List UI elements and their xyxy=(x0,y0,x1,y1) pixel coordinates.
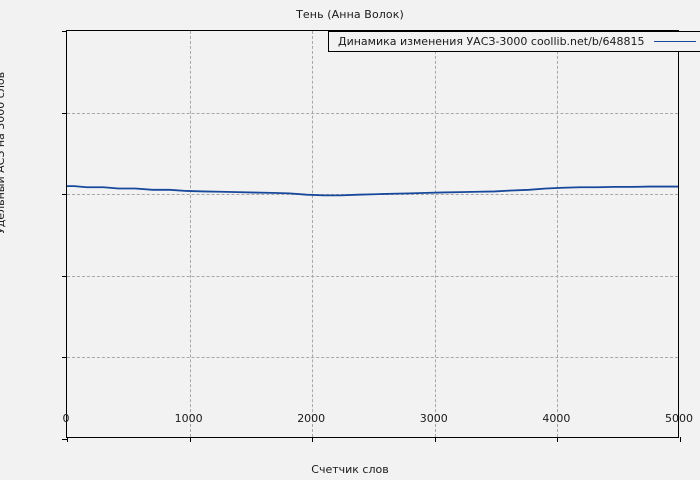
legend-line-swatch xyxy=(653,41,696,42)
gridline-horizontal xyxy=(67,275,678,277)
y-tick-mark xyxy=(62,439,67,440)
x-tick-label: 4000 xyxy=(542,412,571,425)
plot-area xyxy=(62,30,681,442)
x-tick-mark xyxy=(189,437,191,442)
y-tick-mark xyxy=(62,357,67,359)
x-tick-mark xyxy=(67,437,68,442)
series-line-uasz xyxy=(67,186,678,195)
series-line-layer xyxy=(67,31,678,437)
x-tick-label: 3000 xyxy=(419,412,448,425)
legend-item-label: Динамика изменения УАСЗ-3000 coollib.net… xyxy=(338,35,645,48)
y-axis-title: Удельный АСЗ на 3000 слов xyxy=(0,71,7,234)
x-tick-label: 5000 xyxy=(665,412,693,425)
x-tick-label: 2000 xyxy=(297,412,326,425)
x-tick-mark xyxy=(434,437,436,442)
gridline-horizontal xyxy=(67,112,678,114)
x-tick-mark xyxy=(557,437,559,442)
gridline-vertical xyxy=(312,31,314,437)
gridline-vertical xyxy=(557,31,559,437)
x-tick-label: 0 xyxy=(62,412,70,425)
gridline-vertical xyxy=(434,31,436,437)
y-tick-mark xyxy=(62,112,67,114)
x-tick-mark xyxy=(680,437,681,442)
x-axis-title: Счетчик слов xyxy=(311,463,389,476)
gridline-horizontal xyxy=(67,357,678,359)
legend: Динамика изменения УАСЗ-3000 coollib.net… xyxy=(328,31,700,52)
x-tick-label: 1000 xyxy=(174,412,203,425)
y-tick-mark xyxy=(62,31,67,32)
gridline-vertical xyxy=(189,31,191,437)
x-tick-mark xyxy=(312,437,314,442)
chart-title: Тень (Анна Волок) xyxy=(296,8,404,21)
y-tick-mark xyxy=(62,194,67,196)
y-tick-mark xyxy=(62,275,67,277)
